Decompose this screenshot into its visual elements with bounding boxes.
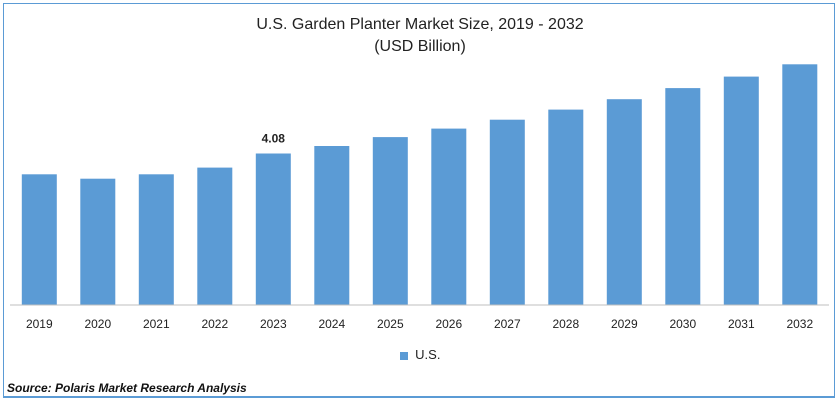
bar-2024 xyxy=(314,146,350,305)
bar-2019 xyxy=(21,174,57,305)
x-tick-labels: 2019 2020 2021 2022 2023 2024 2025 2026 2027 2028… xyxy=(26,317,814,331)
chart-title: U.S. Garden Planter Market Size, 2019 - … xyxy=(256,16,584,33)
x-tick-2029: 2029 xyxy=(611,317,638,331)
x-tick-2025: 2025 xyxy=(377,317,404,331)
bar-2020 xyxy=(80,178,116,305)
x-tick-2027: 2027 xyxy=(494,317,521,331)
bar-2029 xyxy=(606,99,642,305)
x-tick-2028: 2028 xyxy=(552,317,579,331)
x-tick-2030: 2030 xyxy=(669,317,696,331)
chart-subtitle: (USD Billion) xyxy=(374,38,466,55)
x-tick-2024: 2024 xyxy=(318,317,345,331)
bar-2026 xyxy=(431,128,467,305)
bar-2032 xyxy=(782,64,818,305)
x-tick-2020: 2020 xyxy=(84,317,111,331)
bar-2022 xyxy=(197,167,233,305)
data-label-2023: 4.08 xyxy=(262,132,286,146)
legend: U.S. xyxy=(0,347,840,362)
x-tick-2026: 2026 xyxy=(435,317,462,331)
legend-swatch xyxy=(399,351,408,360)
source-note: Source: Polaris Market Research Analysis xyxy=(7,381,247,395)
bar-2023 xyxy=(255,153,291,305)
data-labels: 4.08 xyxy=(262,132,286,146)
bars-group xyxy=(21,64,818,305)
x-tick-2032: 2032 xyxy=(786,317,813,331)
x-tick-2021: 2021 xyxy=(143,317,170,331)
bar-2021 xyxy=(138,174,174,305)
legend-label: U.S. xyxy=(415,347,441,362)
x-tick-2023: 2023 xyxy=(260,317,287,331)
bar-2025 xyxy=(372,137,408,305)
x-tick-2019: 2019 xyxy=(26,317,53,331)
x-tick-2031: 2031 xyxy=(728,317,755,331)
bar-2031 xyxy=(723,76,759,305)
bar-2027 xyxy=(489,119,525,305)
bar-2028 xyxy=(548,109,584,305)
x-tick-2022: 2022 xyxy=(201,317,228,331)
bar-2030 xyxy=(665,88,701,305)
